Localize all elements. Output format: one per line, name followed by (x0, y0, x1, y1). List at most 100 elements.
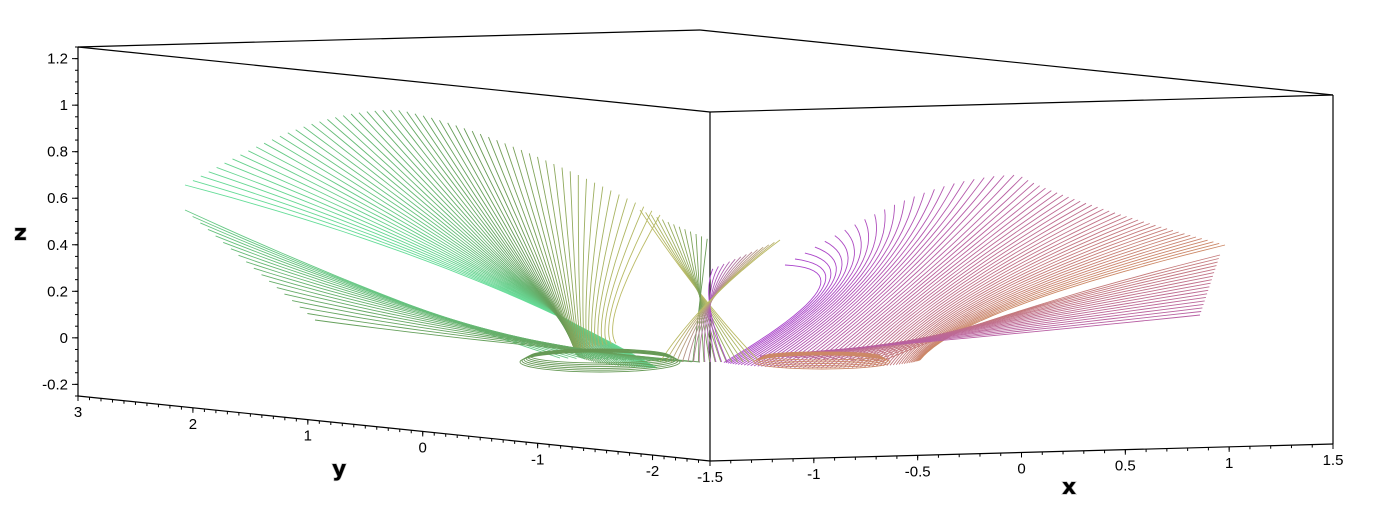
hub-rim-green (529, 348, 671, 364)
x-axis-title: x (1062, 475, 1076, 500)
frame-y-axis-bottom (77, 395, 711, 462)
surface-curve-purple (830, 190, 1052, 369)
hub-rim-green (523, 350, 677, 369)
y-tick-label: 2 (189, 416, 197, 433)
surface-curve-purple (912, 234, 1191, 363)
surface-curve-purple (743, 219, 870, 366)
surface-curve-purple (825, 187, 1046, 369)
axis-ticks (72, 46, 1334, 466)
surface-curve-purple (821, 185, 1040, 369)
hub-rim-purple (761, 352, 883, 363)
surface-curve-purple (916, 239, 1208, 362)
surface-curve-green (597, 198, 628, 346)
surface-curve-mid (692, 238, 708, 363)
surface-curve-purple-lower (816, 286, 1210, 360)
surface-curve-purple (918, 242, 1220, 361)
surface-curve-green (537, 156, 577, 352)
hub-rim-purple (753, 354, 891, 370)
surface-curve-purple (747, 214, 877, 366)
hub-rim-purple (763, 351, 881, 361)
surface-curve-green (528, 153, 577, 353)
surface-curve-green (350, 113, 614, 366)
z-axis-title: z (14, 221, 27, 246)
y-tick-label: -1 (531, 451, 544, 468)
surface-curve-purple-lower (802, 293, 1208, 359)
surface-curve-purple-lower (851, 268, 1216, 362)
surface-curve-purple (765, 192, 925, 368)
surface-curve-green-lower (314, 319, 701, 363)
surface-curve-green (591, 190, 612, 347)
frame-top-back-left (77, 29, 701, 48)
surface-curve-purple (807, 176, 1023, 369)
surface-curve-green (512, 146, 577, 354)
surface-curve-green (496, 140, 577, 355)
surface-curve-purple (864, 206, 1098, 368)
surface-curve-green (582, 178, 587, 349)
hub-rim-green (521, 350, 679, 371)
z-tick-label: 0.4 (47, 237, 68, 254)
surface-curve-purple (777, 183, 955, 368)
frame-top-front-left (77, 46, 711, 113)
surface-curve-purple (723, 264, 822, 363)
surface-curve-purple (847, 198, 1075, 368)
surface-curve-green (295, 129, 633, 368)
surface-curve-green (561, 167, 580, 351)
surface-curve-purple (757, 200, 905, 367)
hub-rim-green (527, 349, 673, 366)
surface-curve-mid (659, 239, 781, 363)
surface-curve-purple (725, 258, 827, 364)
x-tick-label: 0.5 (1115, 458, 1136, 475)
surface-curve-purple (915, 238, 1202, 362)
z-tick-label: 0.6 (47, 190, 68, 207)
y-tick-label: 3 (74, 404, 82, 421)
z-tick-label: 0.8 (47, 144, 68, 161)
surface-curve-green (604, 206, 645, 345)
surface-curve-green (594, 194, 620, 347)
z-tick-label: -0.2 (42, 376, 68, 393)
surface-curve-green (255, 146, 645, 369)
surface-curve-green (398, 110, 597, 363)
surface-curve-purple (917, 241, 1214, 362)
surface-curve-green (577, 175, 584, 350)
surface-curve-green (608, 210, 653, 345)
surface-curve-purple-lower (837, 275, 1213, 361)
x-tick-label: 1.5 (1323, 452, 1344, 469)
surface-curve-purple (910, 233, 1185, 363)
surface-curve-purple (919, 244, 1226, 361)
surface-curve-green (600, 202, 636, 346)
surface-curve-green (287, 132, 636, 368)
surface-curve-green (612, 214, 661, 344)
surface-curve-purple (803, 174, 1015, 369)
surface-curve-purple (901, 226, 1162, 365)
x-tick-label: 0 (1017, 461, 1025, 478)
surface-curve-purple (735, 235, 849, 365)
frame-top-front-right (709, 94, 1334, 113)
surface-curve-green (585, 182, 596, 348)
surface-curve-purple (868, 208, 1104, 368)
surface-curve-purple (781, 180, 965, 368)
surface-curve-purple (816, 182, 1035, 369)
surface-curve-purple (860, 204, 1093, 368)
y-axis-title: y (332, 457, 346, 482)
surface-curve-purple (768, 189, 935, 368)
hub-rim-green (519, 351, 681, 373)
x-tick-label: -0.5 (905, 463, 931, 480)
surface-curve-purple (798, 175, 1005, 369)
z-tick-label: 0 (60, 330, 68, 347)
hub-rim-purple (755, 353, 889, 368)
x-tick-label: -1.5 (697, 469, 723, 486)
surface-curve-purple (785, 178, 975, 368)
surface-curve-purple (753, 204, 895, 367)
y-tick-label: -2 (646, 463, 659, 480)
bounding-box (77, 29, 1334, 462)
surface-curve-purple-lower (858, 265, 1217, 362)
surface-curve-green (303, 126, 631, 368)
surface-curve-purple (750, 209, 886, 367)
surface-curve-purple (727, 252, 832, 364)
surface-curve-purple (761, 196, 915, 367)
surface-curve-purple-lower (879, 254, 1221, 363)
surface-curve-green (366, 111, 608, 365)
x-tick-label: -1 (807, 466, 820, 483)
surface-curve-purple (740, 224, 862, 366)
